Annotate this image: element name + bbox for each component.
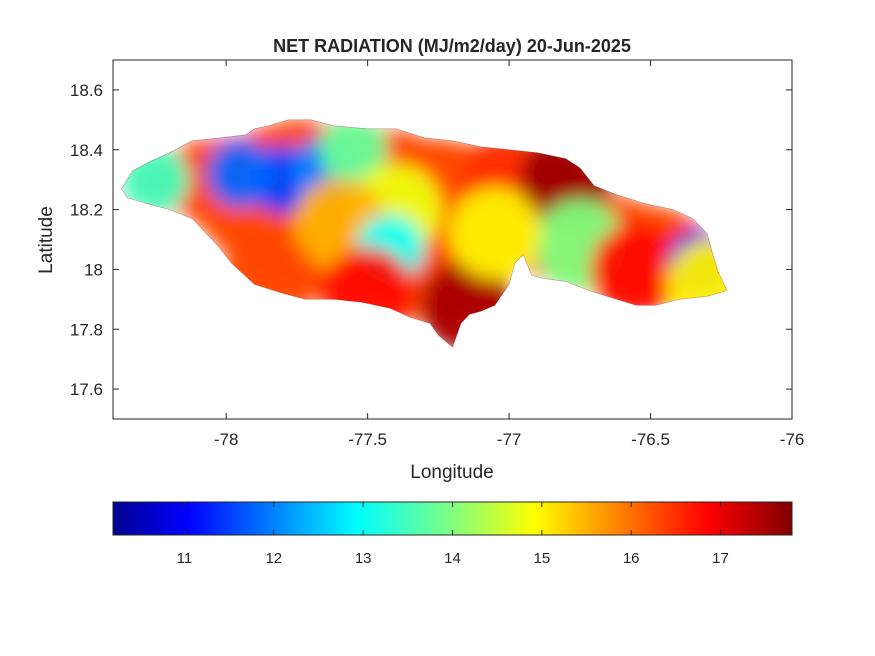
y-tick-label: 18.4 — [70, 141, 103, 160]
x-axis-ticks: -78 -77.5 -77 -76.5 -76 — [214, 60, 804, 449]
heatmap-field — [121, 119, 727, 348]
y-axis-label: Latitude — [36, 206, 57, 274]
x-tick-label: -77.5 — [348, 430, 387, 449]
colorbar-tick-label: 11 — [177, 550, 193, 567]
island-heatmap — [121, 119, 728, 348]
colorbar-tick-label: 13 — [355, 550, 372, 567]
colorbar-tick-label: 16 — [623, 550, 640, 567]
x-tick-label: -78 — [214, 430, 239, 449]
colorbar-tick-label: 14 — [444, 550, 461, 567]
heatmap-cell — [590, 223, 683, 316]
y-axis-ticks: 17.6 17.8 18 18.2 18.4 18.6 — [70, 81, 792, 399]
colorbar-tick-label: 17 — [712, 550, 729, 567]
colorbar-ticks: 11 12 13 14 15 16 17 — [177, 502, 729, 567]
x-tick-label: -77 — [497, 430, 522, 449]
island-outline — [121, 119, 728, 348]
colorbar — [112, 501, 793, 536]
y-tick-label: 18 — [84, 260, 103, 279]
colorbar-tick-label: 15 — [533, 550, 550, 567]
y-tick-label: 17.6 — [70, 380, 103, 399]
x-axis-label: Longitude — [410, 462, 493, 483]
colorbar-tick-label: 12 — [265, 550, 282, 567]
heatmap-cell — [319, 119, 388, 184]
y-tick-label: 18.2 — [70, 201, 103, 220]
y-tick-label: 17.8 — [70, 320, 103, 339]
heatmap-cell — [448, 187, 541, 280]
y-tick-label: 18.6 — [70, 81, 103, 100]
x-tick-label: -76 — [780, 430, 805, 449]
map-title: NET RADIATION (MJ/m2/day) 20-Jun-2025 — [273, 36, 631, 56]
heatmap-cell — [206, 139, 275, 208]
x-tick-label: -76.5 — [631, 430, 670, 449]
